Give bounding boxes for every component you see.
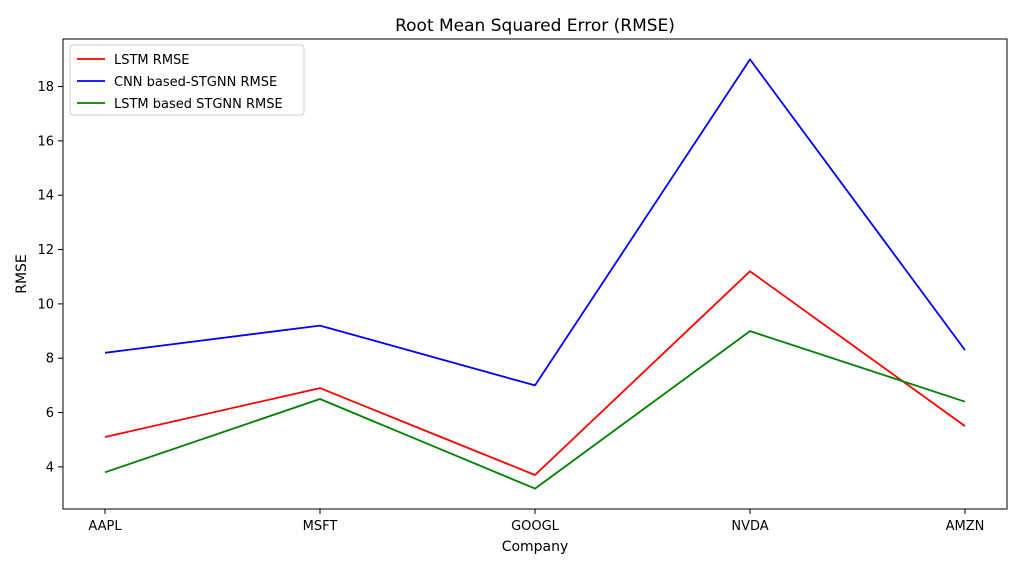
plot-area [62,38,1008,510]
legend-label: LSTM based STGNN RMSE [114,97,283,112]
chart-title: Root Mean Squared Error (RMSE) [395,16,675,36]
y-tick-label: 8 [46,352,54,367]
x-tick-label: AMZN [946,519,985,534]
legend-box [69,44,305,116]
y-tick-label: 12 [37,243,54,258]
y-tick-label: 16 [37,134,54,149]
y-tick-label: 10 [37,297,54,312]
series-line [104,330,966,490]
y-tick-label: 4 [46,460,54,475]
series-line [104,58,966,387]
series-line [104,270,966,476]
y-tick-label: 14 [37,189,54,204]
legend: LSTM RMSE CNN based-STGNN RMSE LSTM based … [69,44,305,116]
x-tick-label: GOOGL [511,519,560,534]
y-axis-title: RMSE [14,254,30,294]
legend-label: LSTM RMSE [114,53,190,68]
legend-label: CNN based-STGNN RMSE [114,75,277,90]
x-axis-title: Company [502,539,569,555]
y-tick-label: 18 [37,80,54,95]
series-layer [104,58,966,490]
x-tick-label: NVDA [731,519,768,534]
x-tick-label: AAPL [88,519,122,534]
y-axis: 4 6 8 10 12 14 16 18 [37,80,63,475]
y-tick-label: 6 [46,406,54,421]
x-axis: AAPL MSFT GOOGL NVDA AMZN [88,509,984,534]
x-tick-label: MSFT [303,519,338,534]
